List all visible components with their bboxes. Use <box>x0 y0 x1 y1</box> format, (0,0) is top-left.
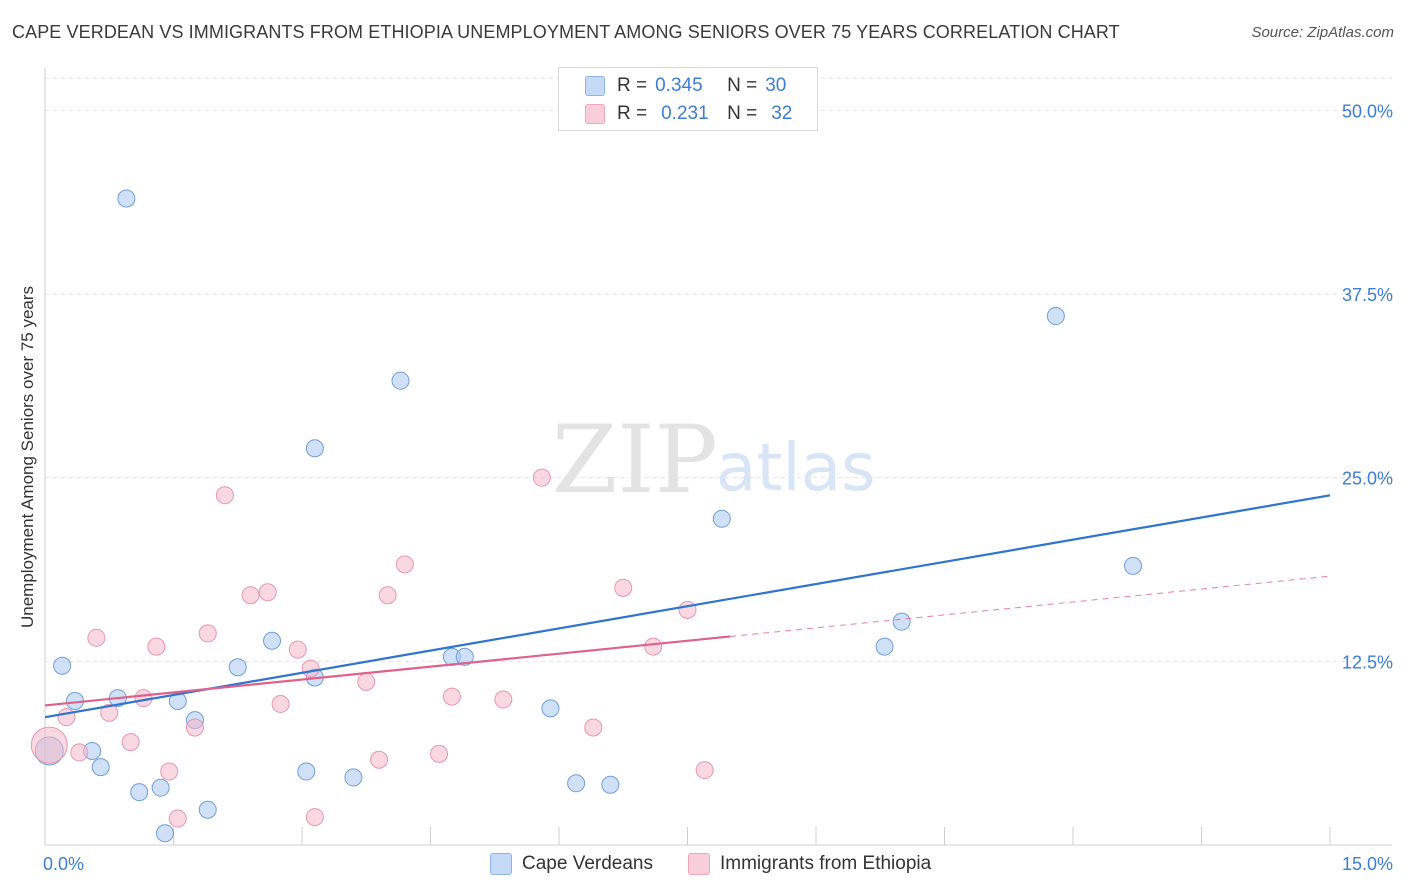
ethiopia-point <box>57 708 76 727</box>
cape-verdean-point <box>151 778 170 797</box>
ethiopia-point <box>442 687 461 706</box>
legend-swatch-blue <box>490 853 512 875</box>
trend-line-cape-verdeans <box>44 494 1331 719</box>
ethiopia-point <box>494 690 513 709</box>
source-label: Source: ZipAtlas.com <box>1251 24 1394 41</box>
legend-swatch-pink <box>585 104 605 124</box>
watermark: ZIP atlas <box>552 406 876 515</box>
y-tick-label: 12.5% <box>1342 652 1393 672</box>
axes <box>44 68 1392 846</box>
ethiopia-point <box>288 640 307 659</box>
cape-verdean-point <box>305 439 324 458</box>
n-label: N = <box>727 75 758 96</box>
cape-verdean-point <box>155 824 174 843</box>
ethiopia-point <box>305 808 324 827</box>
cape-verdean-point <box>712 509 731 528</box>
r-value: 0.345 <box>655 75 703 96</box>
ethiopia-point <box>370 750 389 769</box>
x-tick-label: 15.0% <box>1342 854 1393 874</box>
cape-verdean-point <box>601 775 620 794</box>
n-value: 32 <box>771 103 793 124</box>
cape-verdean-point <box>344 768 363 787</box>
ethiopia-point <box>271 694 290 713</box>
cape-verdean-point <box>1123 556 1142 575</box>
ethiopia-point <box>30 726 68 764</box>
y-tick-label: 50.0% <box>1342 101 1393 121</box>
trend-line-ethiopia-extension <box>730 575 1331 637</box>
r-label: R = <box>617 103 648 124</box>
legend-label: Immigrants from Ethiopia <box>720 853 932 874</box>
legend-swatch-blue <box>585 76 605 96</box>
grid-lines <box>45 77 1392 662</box>
r-label: R = <box>617 75 648 96</box>
cape-verdean-point <box>53 656 72 675</box>
legend-row-ethiopia: R = 0.231 N = 32 <box>585 102 792 126</box>
ethiopia-point <box>258 583 277 602</box>
ethiopia-point <box>185 718 204 737</box>
cape-verdean-point <box>297 762 316 781</box>
watermark-atlas: atlas <box>716 429 876 506</box>
cape-verdean-point <box>263 631 282 650</box>
ethiopia-point <box>121 733 140 752</box>
ethiopia-point <box>430 744 449 763</box>
watermark-zip: ZIP <box>552 406 718 515</box>
ethiopia-point <box>614 578 633 597</box>
ethiopia-point <box>147 637 166 656</box>
trend-lines <box>44 494 1331 719</box>
legend-item-ethiopia: Immigrants from Ethiopia <box>688 851 931 877</box>
y-tick-label: 25.0% <box>1342 469 1393 489</box>
ethiopia-point <box>160 762 179 781</box>
legend-label: Cape Verdeans <box>522 853 653 874</box>
ethiopia-point <box>378 586 397 605</box>
ethiopia-point <box>695 761 714 780</box>
ethiopia-point <box>532 468 551 487</box>
cape-verdean-point <box>198 800 217 819</box>
legend-swatch-pink <box>688 853 710 875</box>
y-axis-label: Unemployment Among Seniors over 75 years <box>18 286 37 628</box>
legend-row-cape-verdeans: R = 0.345 N = 30 <box>585 74 786 98</box>
ethiopia-point <box>584 718 603 737</box>
chart-title: CAPE VERDEAN VS IMMIGRANTS FROM ETHIOPIA… <box>12 22 1120 42</box>
cape-verdean-point <box>391 371 410 390</box>
cape-verdean-point <box>117 189 136 208</box>
n-value: 30 <box>765 75 787 96</box>
ethiopia-point <box>357 672 376 691</box>
cape-verdean-point <box>91 758 110 777</box>
ethiopia-point <box>70 743 89 762</box>
ethiopia-point <box>87 628 106 647</box>
ethiopia-point <box>100 703 119 722</box>
ethiopia-point <box>215 486 234 505</box>
ethiopia-point <box>678 600 697 619</box>
ethiopia-point <box>241 586 260 605</box>
y-tick-labels: 12.5% 25.0% 37.5% 50.0% <box>1342 101 1393 672</box>
x-tick-labels: 0.0% 15.0% <box>43 854 1393 874</box>
trend-line-ethiopia <box>44 635 731 707</box>
legend-item-cape-verdeans: Cape Verdeans <box>490 851 653 877</box>
cape-verdean-point <box>455 647 474 666</box>
r-value: 0.231 <box>661 103 709 124</box>
cape-verdean-point <box>875 637 894 656</box>
n-label: N = <box>727 103 758 124</box>
ethiopia-point <box>301 659 320 678</box>
ethiopia-point <box>644 637 663 656</box>
cape-verdean-point <box>130 783 149 802</box>
ethiopia-point <box>168 809 187 828</box>
data-points <box>30 189 1142 843</box>
x-tick-label: 0.0% <box>43 854 84 874</box>
y-tick-label: 37.5% <box>1342 285 1393 305</box>
cape-verdean-point <box>541 699 560 718</box>
cape-verdean-point <box>1046 307 1065 326</box>
cape-verdean-point <box>228 658 247 677</box>
ethiopia-point <box>395 555 414 574</box>
cape-verdean-point <box>567 774 586 793</box>
cape-verdean-point <box>892 612 911 631</box>
ethiopia-point <box>198 624 217 643</box>
correlation-legend: R = 0.345 N = 30 R = 0.231 N = 32 <box>558 67 818 131</box>
